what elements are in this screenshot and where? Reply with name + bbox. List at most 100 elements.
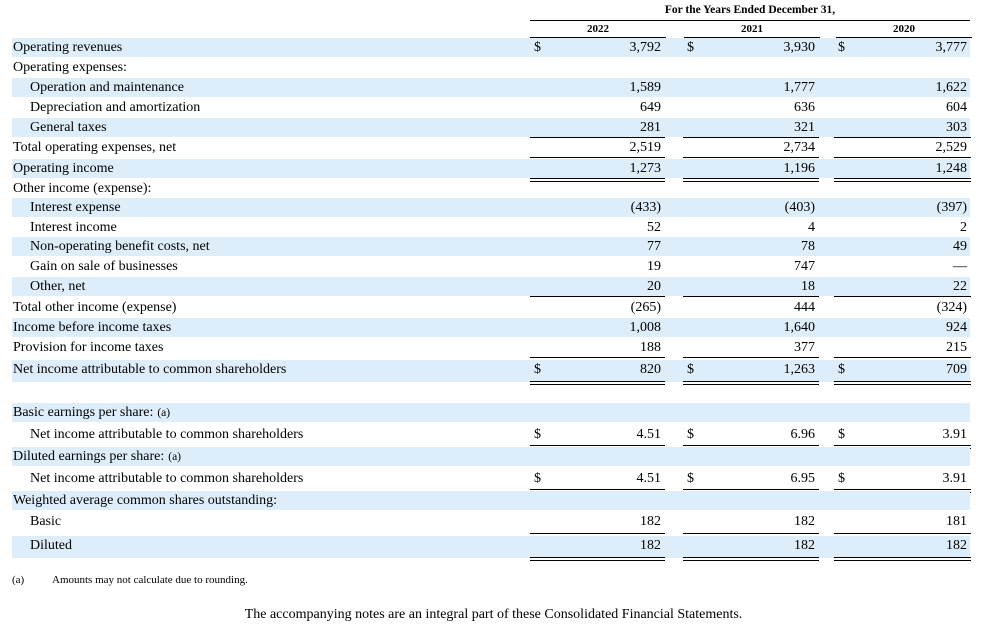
row-label-text: Gain on sale of businesses [30,259,178,274]
row-label: Net income attributable to common shareh… [13,361,286,379]
row-shading [12,403,970,422]
cell-value: 3.91 [942,427,968,442]
header-rule [530,20,970,21]
row-label-text: Diluted [30,538,72,553]
cell-value: 182 [946,538,967,553]
row-label: Operating income [13,160,114,178]
year-header-2020: 2020 [893,23,915,35]
cell-value: 3,792 [629,40,662,55]
cell-value: 2 [960,220,967,235]
cell-value: 1,777 [783,80,816,95]
underline [530,157,665,158]
year-rule-2020 [836,37,972,38]
underline [834,357,971,358]
row-label-text: Other income (expense): [13,181,152,196]
underline [834,296,971,297]
underline [530,533,665,534]
row-label-text: Total other income (expense) [13,300,177,315]
cell-value: 604 [946,100,967,115]
underline [683,157,819,158]
underline [834,533,971,534]
row-label: Weighted average common shares outstandi… [13,492,277,510]
cell-value: 649 [640,100,661,115]
row-label-text: Income before income taxes [13,320,172,335]
cell-value: 3.91 [942,471,968,486]
cell-value: 52 [647,220,661,235]
row-label: Basic earnings per share: (a) [13,404,170,422]
underline [683,357,819,358]
row-shading [12,237,970,256]
cell-value: 2,519 [629,140,662,155]
currency-symbol: $ [687,40,694,55]
cell-value: 6.95 [790,471,816,486]
double-underline [683,557,819,561]
cell-value: (324) [936,300,967,315]
row-label-text: Diluted earnings per share: [13,449,165,464]
cell-value: 49 [953,239,967,254]
cell-value: 182 [640,538,661,553]
row-label-text: General taxes [30,120,107,135]
row-label-text: Other, net [30,279,86,294]
cell-value: (403) [784,200,815,215]
row-label-text: Net income attributable to common shareh… [30,471,304,486]
cell-value: 377 [794,340,815,355]
cell-value: 188 [640,340,661,355]
row-label-text: Provision for income taxes [13,340,164,355]
year-header-2022: 2022 [587,23,609,35]
row-label: General taxes [30,119,107,137]
currency-symbol: $ [534,427,541,442]
cell-value: 321 [794,120,815,135]
year-rule-2022 [530,37,666,38]
cell-value: 444 [794,300,815,315]
row-label: Interest income [30,219,117,237]
cell-value: 4.51 [636,427,662,442]
cell-value: 924 [946,320,967,335]
row-label-text: Weighted average common shares outstandi… [13,493,278,508]
cell-value: 20 [647,279,661,294]
year-rule-2021 [684,37,820,38]
row-label: Depreciation and amortization [30,99,200,117]
cell-value: 1,273 [629,161,662,176]
row-shading [12,447,970,466]
row-label: Total other income (expense) [13,299,176,317]
cell-value: 18 [801,279,815,294]
row-label: Interest expense [30,199,121,217]
row-shading [12,360,970,382]
row-label-text: Total operating expenses, net [13,140,177,155]
row-label-text: Depreciation and amortization [30,100,201,115]
underline [834,137,971,138]
cell-value: 77 [647,239,661,254]
row-label: Diluted earnings per share: (a) [13,448,181,466]
currency-symbol: $ [687,471,694,486]
cell-value: — [953,259,967,274]
underline [834,157,971,158]
cell-value: 182 [794,514,815,529]
row-label-text: Interest income [30,220,117,235]
double-underline [530,381,665,385]
double-underline [834,557,971,561]
currency-symbol: $ [534,40,541,55]
currency-symbol: $ [534,471,541,486]
cell-value: 1,640 [783,320,816,335]
cell-value: 4 [808,220,815,235]
cell-value: 19 [647,259,661,274]
year-header-2021: 2021 [741,23,763,35]
cell-value: 182 [640,514,661,529]
row-shading [12,491,970,510]
closing-note: The accompanying notes are an integral p… [244,607,743,622]
cell-value: 3,777 [935,40,968,55]
cell-value: 1,248 [935,161,968,176]
row-label-text: Operating income [13,161,114,176]
currency-symbol: $ [838,427,845,442]
cell-value: 215 [946,340,967,355]
cell-value: (265) [630,300,661,315]
row-shading [12,536,970,558]
row-label: Non-operating benefit costs, net [30,238,210,256]
row-label: Basic [30,513,61,531]
cell-value: 636 [794,100,815,115]
row-label-text: Net income attributable to common shareh… [13,362,287,377]
underline [683,137,819,138]
underline [530,357,665,358]
cell-value: 6.96 [790,427,816,442]
footnote-reference: (a) [168,451,181,463]
